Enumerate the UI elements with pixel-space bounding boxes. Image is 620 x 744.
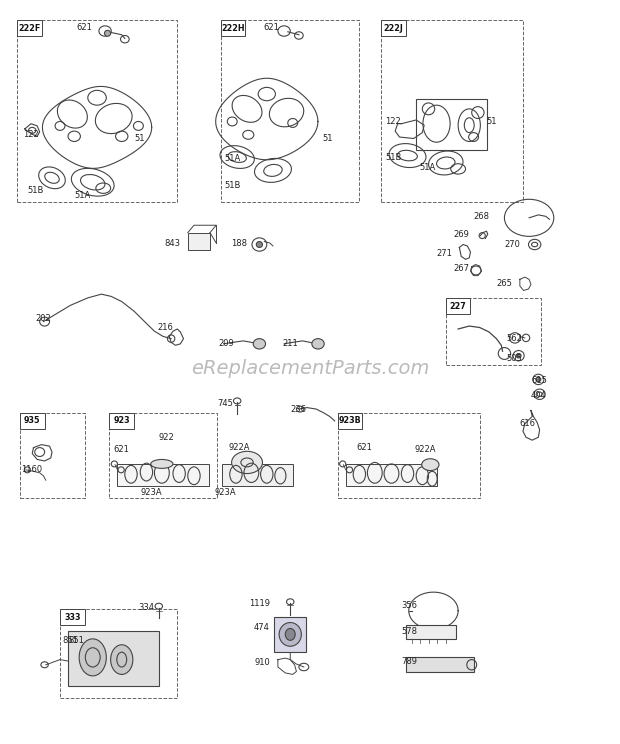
Ellipse shape — [279, 623, 301, 647]
Ellipse shape — [285, 629, 295, 641]
Text: 923A: 923A — [215, 487, 236, 496]
Bar — [405, 658, 474, 672]
Bar — [221, 20, 360, 202]
Bar — [338, 413, 480, 498]
Text: 843: 843 — [164, 239, 180, 248]
Text: 404: 404 — [531, 391, 547, 400]
Text: 122: 122 — [23, 130, 38, 139]
Text: 51: 51 — [486, 117, 497, 126]
Bar — [446, 298, 471, 314]
Text: 51A: 51A — [225, 154, 241, 163]
Text: 51A: 51A — [74, 191, 91, 200]
Text: 935: 935 — [24, 417, 40, 426]
Bar — [68, 631, 159, 686]
Bar — [274, 617, 306, 652]
Ellipse shape — [256, 242, 262, 248]
Text: 616: 616 — [520, 420, 536, 429]
Bar — [188, 233, 210, 251]
Text: 222J: 222J — [383, 24, 403, 33]
Text: eReplacementParts.com: eReplacementParts.com — [191, 359, 429, 378]
Bar — [60, 609, 85, 626]
Text: 333: 333 — [64, 613, 81, 622]
Text: 621: 621 — [77, 23, 93, 32]
Text: 222F: 222F — [18, 24, 40, 33]
Bar — [381, 20, 523, 202]
Text: 745: 745 — [217, 399, 233, 408]
Text: 268: 268 — [473, 212, 489, 221]
Bar — [338, 413, 363, 429]
Text: 474: 474 — [254, 623, 270, 632]
Text: 910: 910 — [254, 658, 270, 667]
Text: 188: 188 — [231, 239, 247, 248]
Text: 621: 621 — [264, 23, 279, 32]
Text: 51B: 51B — [385, 153, 402, 161]
Text: 222H: 222H — [221, 24, 245, 33]
Text: 51B: 51B — [225, 181, 241, 190]
Text: 922: 922 — [159, 433, 175, 442]
Bar — [346, 464, 437, 486]
Ellipse shape — [151, 460, 173, 469]
Bar — [221, 20, 245, 36]
Text: 216: 216 — [157, 323, 173, 332]
Text: 922A: 922A — [229, 443, 250, 452]
Bar — [446, 298, 541, 365]
Text: 923B: 923B — [339, 417, 361, 426]
Ellipse shape — [104, 31, 110, 36]
Bar — [20, 413, 45, 429]
Text: 851: 851 — [68, 636, 84, 645]
Text: 270: 270 — [504, 240, 520, 249]
Text: 789: 789 — [401, 656, 417, 666]
Ellipse shape — [536, 377, 541, 382]
Text: 51: 51 — [322, 134, 333, 143]
Text: 271: 271 — [436, 249, 452, 258]
Text: 1160: 1160 — [21, 465, 42, 475]
Text: 505: 505 — [507, 354, 522, 363]
Text: 265: 265 — [497, 278, 513, 287]
Text: 267: 267 — [453, 263, 469, 273]
Ellipse shape — [79, 639, 106, 676]
Text: 51A: 51A — [420, 163, 436, 172]
Text: 615: 615 — [531, 376, 547, 385]
Bar — [109, 413, 218, 498]
Text: 269: 269 — [453, 231, 469, 240]
Text: 851: 851 — [62, 636, 78, 645]
Text: 211: 211 — [282, 339, 298, 348]
Bar — [416, 99, 487, 150]
Bar — [60, 609, 177, 698]
Ellipse shape — [253, 339, 265, 349]
Bar — [17, 20, 177, 202]
Text: 562: 562 — [507, 334, 522, 343]
Text: 334: 334 — [138, 603, 154, 612]
Ellipse shape — [110, 645, 133, 674]
Bar — [223, 464, 293, 486]
Ellipse shape — [232, 452, 262, 473]
Bar — [117, 464, 209, 486]
Text: 356: 356 — [401, 601, 417, 610]
Text: 578: 578 — [401, 627, 417, 636]
Text: 923: 923 — [113, 417, 130, 426]
Text: 202: 202 — [35, 314, 51, 323]
Bar — [405, 626, 456, 639]
Ellipse shape — [312, 339, 324, 349]
Text: 621: 621 — [113, 446, 130, 455]
Text: 51: 51 — [134, 134, 144, 143]
Text: 621: 621 — [356, 443, 372, 452]
Text: 923A: 923A — [140, 487, 162, 496]
Text: 122: 122 — [385, 117, 401, 126]
Text: 227: 227 — [450, 301, 466, 310]
Text: 209: 209 — [219, 339, 234, 348]
Ellipse shape — [422, 459, 439, 471]
Bar — [17, 20, 42, 36]
Bar — [381, 20, 405, 36]
Text: 1119: 1119 — [249, 599, 270, 608]
Text: 922A: 922A — [415, 446, 436, 455]
Text: 51B: 51B — [27, 186, 43, 195]
Ellipse shape — [516, 353, 521, 358]
Bar — [20, 413, 85, 498]
Bar — [109, 413, 134, 429]
Text: 236: 236 — [290, 405, 306, 414]
